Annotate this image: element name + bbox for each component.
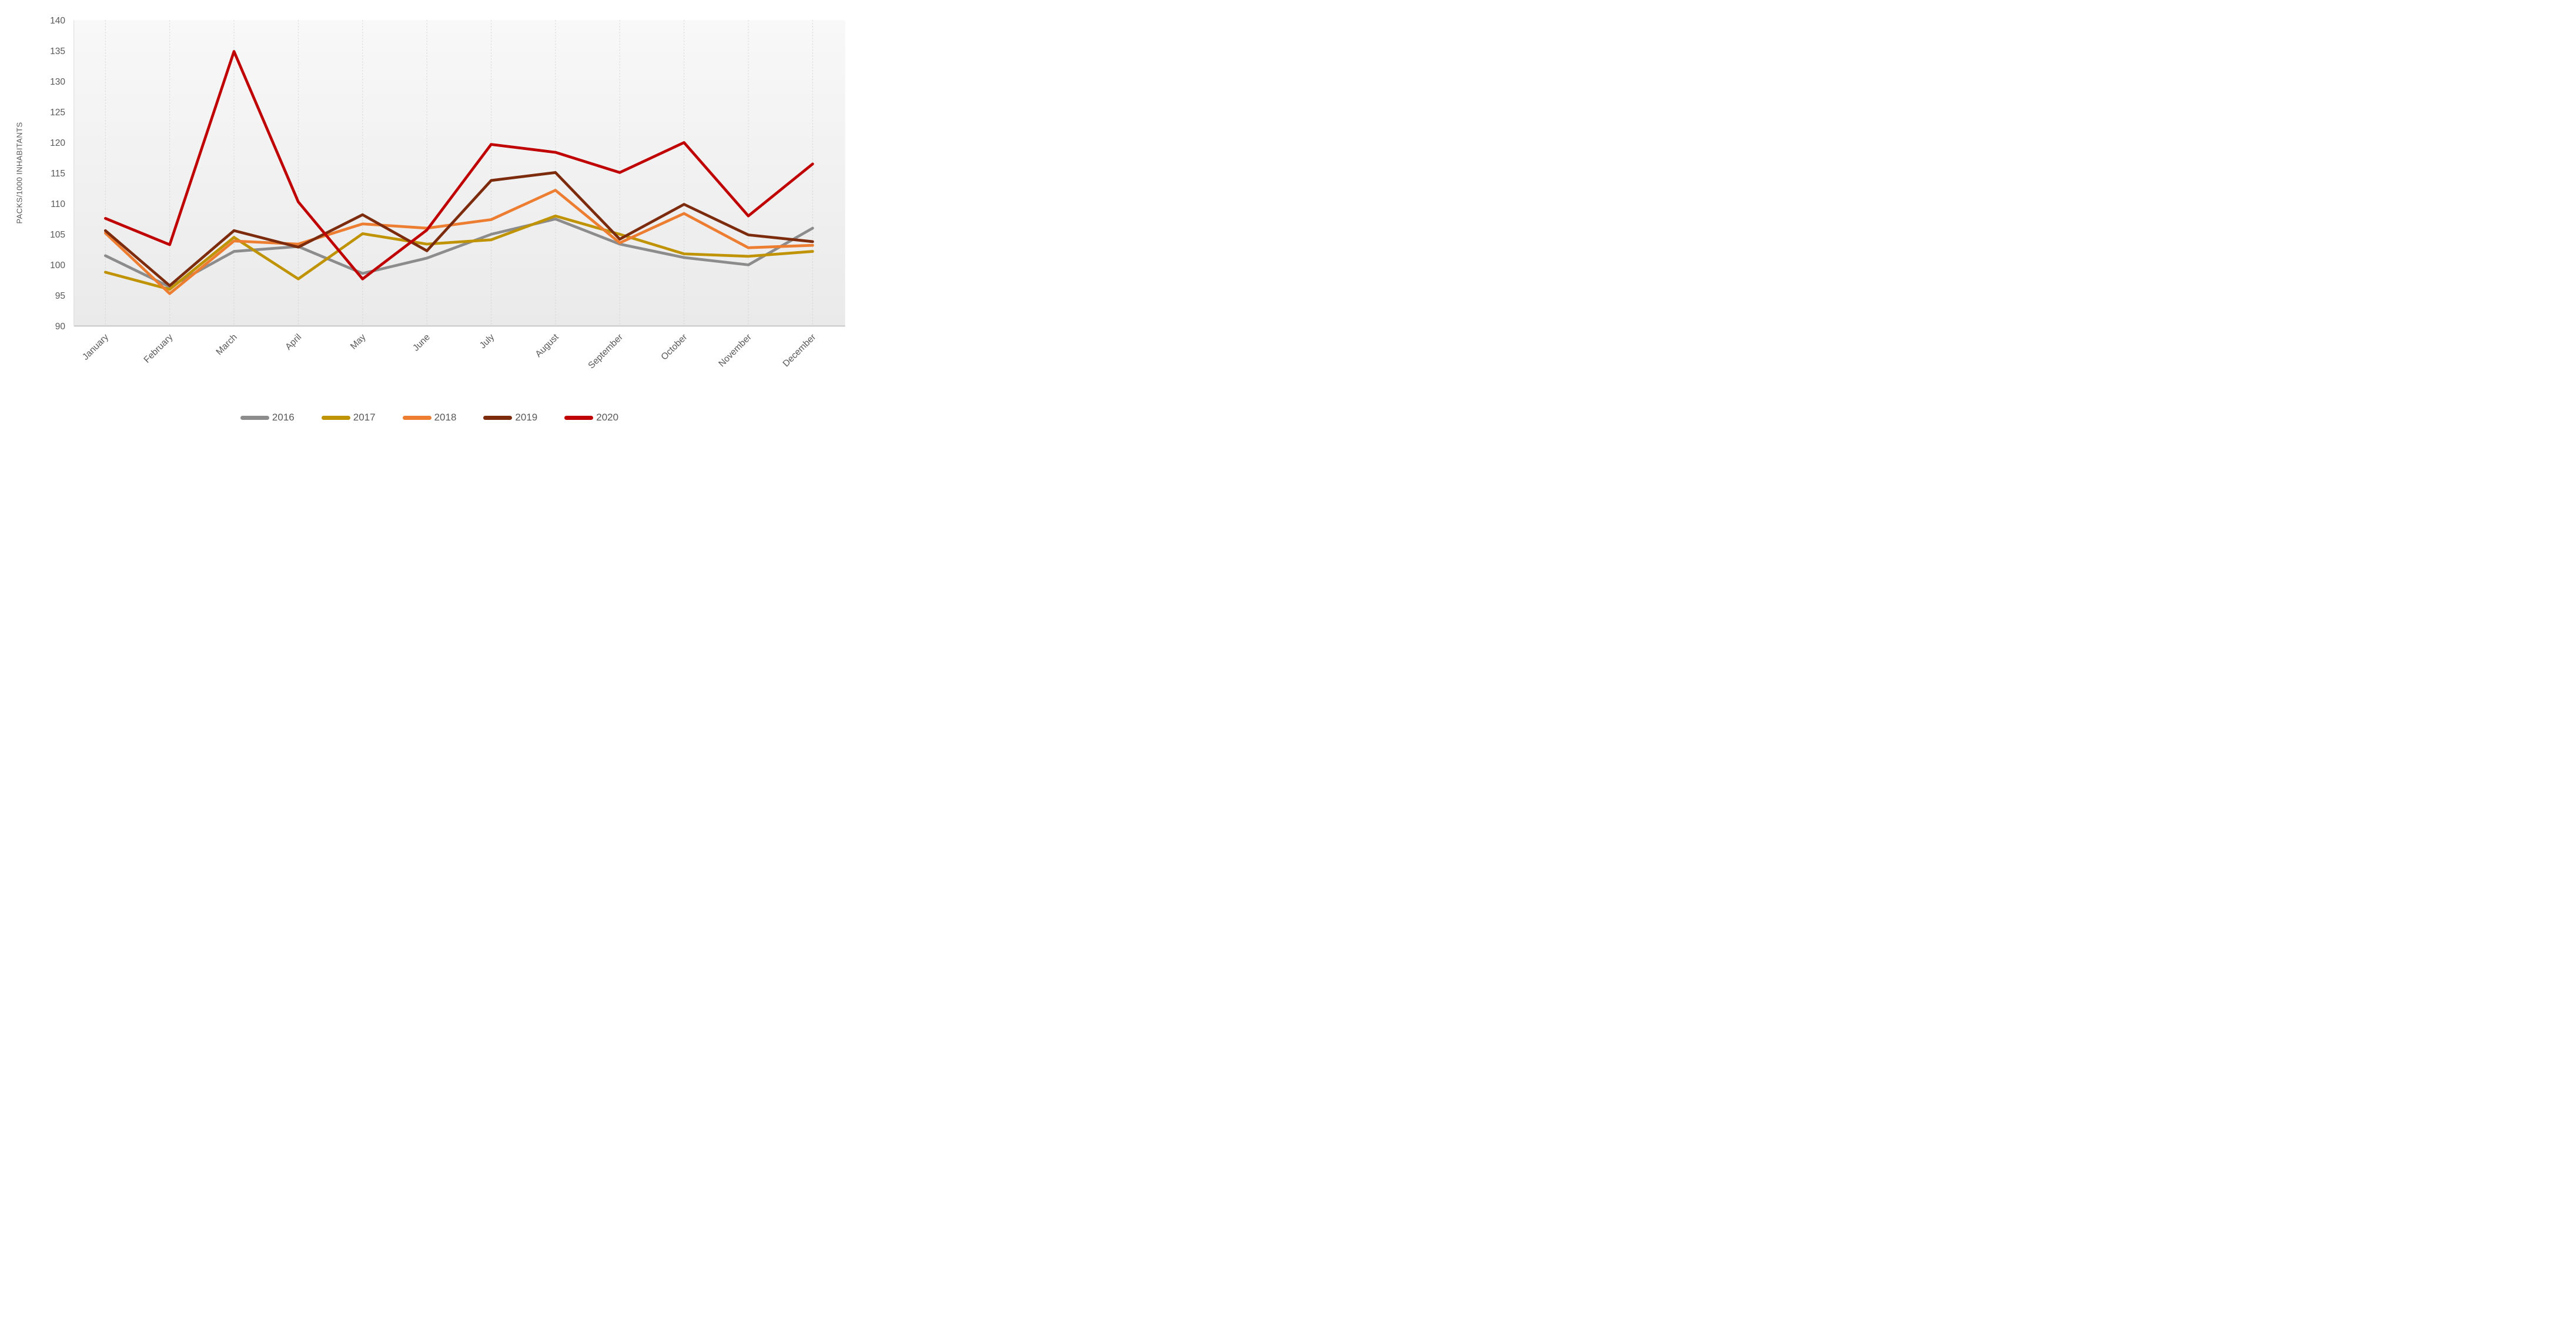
line-chart: 140 135 130 125 120 115 110 105 100 95 90 January Fe… (0, 0, 859, 440)
legend-swatch-2017 (321, 415, 350, 420)
x-label-march: March (214, 332, 239, 357)
x-label-april: April (283, 332, 303, 352)
y-tick-125: 125 (50, 108, 65, 118)
plot-area: 140 135 130 125 120 115 110 105 100 95 90 January Fe… (50, 16, 845, 371)
x-label-may: May (349, 332, 368, 352)
series-line-2017 (103, 214, 814, 291)
x-label-february: February (142, 332, 175, 365)
y-tick-95: 95 (55, 291, 65, 301)
y-tick-140: 140 (50, 16, 65, 26)
legend-swatch-2019 (483, 415, 513, 420)
y-tick-90: 90 (55, 322, 66, 332)
series-line-2020 (103, 50, 814, 281)
plot-background (73, 20, 845, 326)
y-tick-100: 100 (50, 261, 65, 271)
x-label-july: July (478, 332, 497, 351)
legend-swatch-2016 (240, 415, 269, 420)
x-label-september: September (586, 332, 625, 371)
y-axis-title: PACKS/1000 INHABITANTS (15, 122, 24, 224)
chart-legend: 2016 2017 2018 2019 2020 (0, 412, 859, 423)
series-line-2016 (103, 218, 814, 289)
y-tick-110: 110 (51, 199, 65, 209)
legend-item-2016: 2016 (240, 412, 295, 423)
legend-swatch-2018 (402, 415, 431, 420)
x-label-august: August (534, 332, 561, 359)
x-label-december: December (781, 332, 818, 369)
y-tick-115: 115 (51, 169, 65, 179)
y-tick-120: 120 (50, 138, 65, 148)
legend-label-2019: 2019 (515, 412, 538, 423)
legend-label-2017: 2017 (353, 412, 376, 423)
y-tick-135: 135 (50, 46, 65, 56)
x-label-june: June (411, 332, 432, 353)
legend-swatch-2020 (564, 415, 594, 420)
legend-item-2017: 2017 (321, 412, 376, 423)
series-line-2018 (103, 189, 814, 295)
x-label-november: November (717, 332, 754, 369)
legend-label-2020: 2020 (596, 412, 619, 423)
legend-item-2018: 2018 (402, 412, 457, 423)
y-tick-130: 130 (50, 77, 65, 87)
legend-item-2019: 2019 (483, 412, 537, 423)
x-label-october: October (659, 332, 689, 362)
legend-label-2016: 2016 (272, 412, 295, 423)
legend-label-2018: 2018 (434, 412, 457, 423)
x-label-january: January (81, 332, 111, 362)
series-line-2019 (103, 171, 814, 288)
legend-item-2020: 2020 (564, 412, 618, 423)
y-tick-105: 105 (50, 230, 65, 240)
